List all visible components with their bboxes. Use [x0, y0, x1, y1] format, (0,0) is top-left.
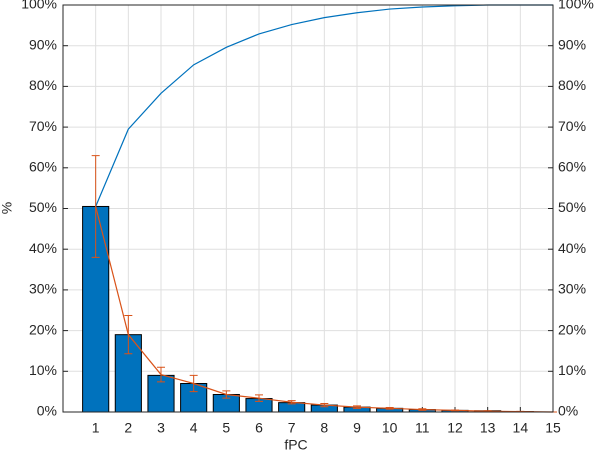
error-bar	[124, 315, 133, 355]
error-bar	[353, 405, 361, 409]
error-bar	[320, 402, 329, 408]
y2-tick-label: 100%	[558, 0, 594, 12]
x-tick-label: 4	[190, 420, 198, 436]
y-tick-label: 90%	[29, 36, 57, 52]
x-tick-label: 15	[545, 420, 561, 436]
y-tick-label: 50%	[29, 199, 57, 215]
y-tick-label: 60%	[29, 159, 57, 175]
error-bar	[451, 409, 459, 412]
y-tick-label: 100%	[21, 0, 57, 12]
y-tick-label: 10%	[29, 362, 57, 378]
error-bar	[385, 407, 394, 410]
y-tick-label: 0%	[37, 403, 57, 419]
x-tick-label: 3	[157, 420, 165, 436]
x-tick-label: 11	[415, 420, 430, 436]
error-bar	[222, 390, 231, 399]
y2-tick-label: 90%	[558, 36, 586, 52]
x-tick-label: 6	[255, 420, 263, 436]
error-bar	[418, 408, 427, 411]
y2-tick-label: 20%	[558, 321, 586, 337]
y2-tick-label: 10%	[558, 362, 586, 378]
plot-frame	[62, 4, 554, 413]
y-tick-label: 20%	[29, 321, 57, 337]
x-tick-label: 1	[92, 420, 100, 436]
error-bar	[157, 366, 165, 383]
x-tick-label: 5	[222, 420, 230, 436]
y-tick-label: 30%	[29, 281, 57, 297]
y2-tick-label: 40%	[558, 240, 586, 256]
y-tick-label: 70%	[29, 118, 57, 134]
x-tick-label: 13	[480, 420, 496, 436]
y2-tick-label: 70%	[558, 118, 586, 134]
x-tick-label: 12	[447, 420, 463, 436]
x-tick-label: 10	[382, 420, 398, 436]
bar	[147, 374, 175, 413]
error-bar	[287, 400, 296, 405]
y2-tick-label: 80%	[558, 77, 586, 93]
x-tick-label: 8	[320, 420, 328, 436]
x-tick-label: 2	[124, 420, 132, 436]
x-tick-label: 9	[353, 420, 361, 436]
y-tick-label: 80%	[29, 77, 57, 93]
y-tick-label: 40%	[29, 240, 57, 256]
x-tick-label: 14	[513, 420, 529, 436]
y-axis-label: %	[0, 202, 15, 214]
error-bar	[483, 410, 492, 413]
y2-tick-label: 30%	[558, 281, 586, 297]
error-bar	[255, 394, 263, 402]
error-bar	[91, 155, 100, 258]
x-axis-label: fPC	[284, 437, 307, 453]
y2-tick-label: 60%	[558, 159, 586, 175]
x-tick-label: 7	[288, 420, 296, 436]
y2-tick-label: 50%	[558, 199, 586, 215]
error-bar	[189, 374, 198, 393]
y2-tick-label: 0%	[558, 403, 578, 419]
